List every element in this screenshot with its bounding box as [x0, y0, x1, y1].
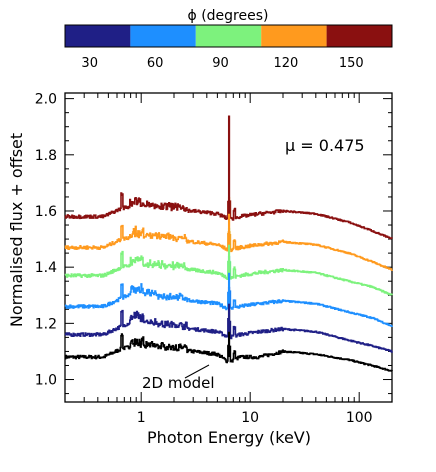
x-axis-label: Photon Energy (keV) — [147, 428, 311, 447]
colorbar-segment — [261, 25, 327, 47]
colorbar-title: ϕ (degrees) — [188, 8, 269, 24]
colorbar-tick-label: 120 — [273, 56, 298, 71]
y-tick-label: 1.4 — [35, 260, 57, 276]
x-tick-label: 10 — [241, 410, 259, 426]
colorbar-tick-label: 90 — [212, 56, 229, 71]
spectrum-series-line — [64, 333, 393, 372]
y-tick-label: 2.0 — [35, 92, 57, 108]
y-tick-label: 1.8 — [35, 148, 57, 164]
colorbar-tick-label: 30 — [81, 56, 98, 71]
colorbar-tick-label: 150 — [339, 56, 364, 71]
colorbar-frame — [64, 24, 393, 48]
y-tick-label: 1.0 — [35, 373, 57, 389]
spectrum-series-line — [64, 283, 393, 327]
spectrum-series-line — [64, 224, 393, 271]
colorbar-segment — [195, 25, 262, 47]
mu-annotation: μ = 0.475 — [285, 136, 365, 155]
colorbar-segment — [130, 25, 196, 47]
spectrum-series-line — [64, 309, 393, 353]
y-tick-label: 1.2 — [35, 316, 57, 332]
spectrum-series-line — [64, 250, 393, 296]
colorbar-segment — [326, 25, 392, 47]
y-tick-label: 1.6 — [35, 204, 57, 220]
colorbar-tick-label: 60 — [147, 56, 164, 71]
y-axis-label: Normalised flux + offset — [7, 133, 26, 327]
colorbar-segment — [65, 25, 131, 47]
model-label: 2D model — [142, 374, 215, 392]
x-tick-label: 1 — [137, 410, 146, 426]
x-tick-label: 100 — [346, 410, 373, 426]
phi-colorbar — [64, 24, 393, 48]
model-pointer-line — [184, 364, 210, 379]
plot-area: 1.0 1.2 1.4 1.6 1.8 2.0 1 10 100 — [35, 92, 393, 426]
colorbar-labels: 30 60 90 120 150 — [81, 56, 363, 71]
